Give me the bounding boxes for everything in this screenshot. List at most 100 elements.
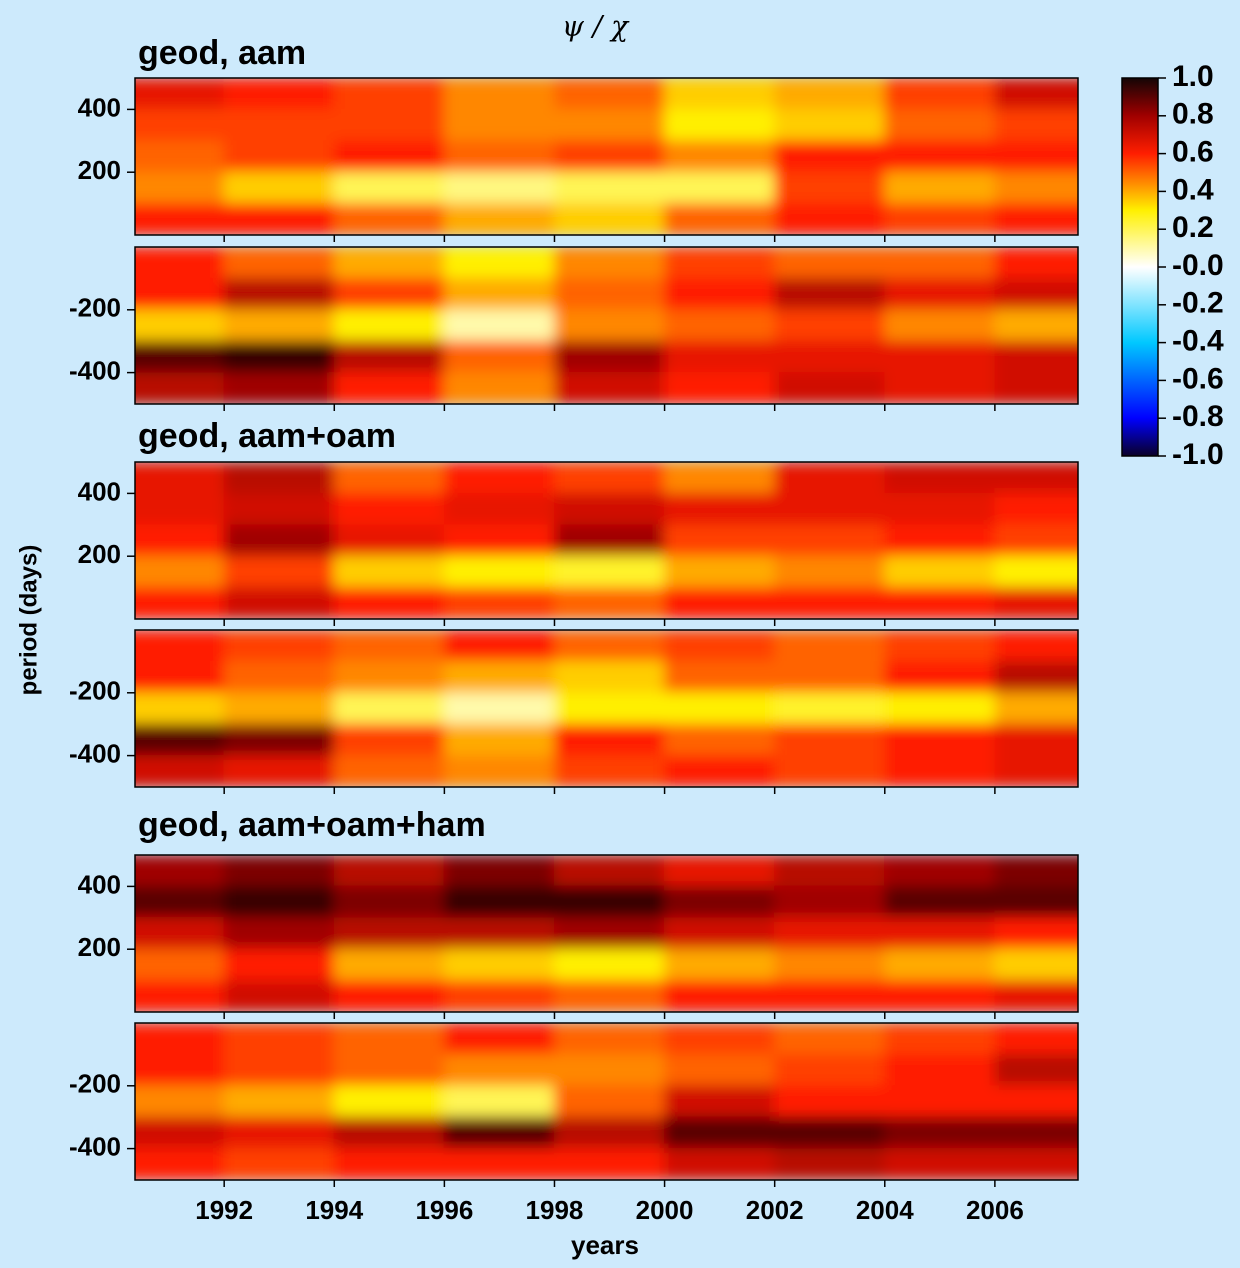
heatmap-cell <box>664 108 776 142</box>
heatmap-cell <box>223 1053 335 1087</box>
heatmap-cell <box>443 1053 555 1087</box>
colorbar-tick-label: 0.8 <box>1172 98 1214 131</box>
heatmap-cell <box>994 492 1078 526</box>
y-tick-label: 200 <box>78 932 121 962</box>
heatmap-cell <box>135 247 225 279</box>
heatmap-cells <box>135 78 1078 235</box>
x-tick-label: 1994 <box>305 1195 363 1225</box>
y-tick-label: -200 <box>69 293 121 323</box>
x-tick-label: 2000 <box>636 1195 694 1225</box>
heatmap-cells <box>135 630 1078 787</box>
heatmap-cell <box>774 1085 886 1118</box>
heatmap-cell <box>664 372 776 404</box>
heatmap-cell <box>135 1053 225 1087</box>
heatmap-cell <box>223 78 335 110</box>
heatmap-cell <box>135 980 225 1012</box>
heatmap-cell <box>223 948 335 982</box>
heatmap-cell <box>333 1023 445 1055</box>
heatmap-cell <box>994 340 1078 374</box>
heatmap-cell <box>884 723 996 757</box>
heatmap-cell <box>135 203 225 235</box>
heatmap-cell <box>994 171 1078 205</box>
heatmap-cell <box>333 108 445 142</box>
heatmap-cell <box>994 660 1078 694</box>
heatmap-cell <box>884 340 996 374</box>
heatmap-cell <box>664 692 776 725</box>
x-tick-label: 1992 <box>195 1195 253 1225</box>
heatmap-cell <box>443 1023 555 1055</box>
colorbar-tick-label: -0.4 <box>1172 325 1224 358</box>
colorbar-tick-label: 0.4 <box>1172 173 1214 206</box>
heatmap-cell <box>223 140 335 173</box>
heatmap-cell <box>884 885 996 919</box>
heatmap-cell <box>553 247 666 279</box>
heatmap-cell <box>553 277 666 311</box>
heatmap-cell <box>135 948 225 982</box>
heatmap-cell <box>884 1053 996 1087</box>
heatmap-cell <box>135 171 225 205</box>
heatmap-cell <box>774 917 886 950</box>
heatmap-cell <box>774 692 886 725</box>
heatmap-cell <box>884 755 996 787</box>
heatmap-cell <box>333 587 445 619</box>
heatmap-cell <box>774 277 886 311</box>
heatmap-cell <box>553 171 666 205</box>
heatmap-cell <box>223 203 335 235</box>
heatmap-cell <box>994 917 1078 950</box>
heatmap-cell <box>774 948 886 982</box>
heatmap <box>135 1023 1078 1180</box>
heatmap-cell <box>664 78 776 110</box>
heatmap-cell <box>223 980 335 1012</box>
colorbar-tick-label: -0.0 <box>1172 249 1224 282</box>
heatmap-cell <box>994 1053 1078 1087</box>
heatmap-cell <box>774 660 886 694</box>
heatmap-cell <box>553 340 666 374</box>
heatmap-cell <box>443 980 555 1012</box>
heatmap-cell <box>994 247 1078 279</box>
heatmap <box>135 247 1078 404</box>
heatmap-cell <box>223 855 335 887</box>
heatmap-cells <box>135 247 1078 404</box>
heatmap-cell <box>223 692 335 725</box>
heatmap-cell <box>135 755 225 787</box>
heatmap-cell <box>333 885 445 919</box>
heatmap-cell <box>994 692 1078 725</box>
heatmap-cell <box>994 1148 1078 1180</box>
heatmap-cell <box>884 78 996 110</box>
heatmap-cell <box>333 630 445 662</box>
heatmap-cell <box>664 140 776 173</box>
heatmap-cell <box>884 660 996 694</box>
heatmap-cell <box>994 108 1078 142</box>
colorbar-tick-label: 0.2 <box>1172 211 1214 244</box>
heatmap-cell <box>223 247 335 279</box>
heatmap-cell <box>223 108 335 142</box>
heatmap-cells <box>135 1023 1078 1180</box>
heatmap-cell <box>223 587 335 619</box>
heatmap-cell <box>664 660 776 694</box>
heatmap-cell <box>994 885 1078 919</box>
heatmap-cell <box>774 247 886 279</box>
heatmap-cell <box>443 140 555 173</box>
heatmap-cell <box>333 171 445 205</box>
heatmap-cell <box>994 1116 1078 1150</box>
heatmap-cell <box>553 1085 666 1118</box>
heatmap-cell <box>553 555 666 589</box>
heatmap-cell <box>135 855 225 887</box>
heatmap-cell <box>553 108 666 142</box>
heatmap-cell <box>774 492 886 526</box>
colorbar-tick-label: -1.0 <box>1172 438 1224 471</box>
heatmap-cell <box>135 492 225 526</box>
heatmap-cell <box>884 247 996 279</box>
heatmap-cell <box>553 1148 666 1180</box>
heatmap-cells <box>135 855 1078 1012</box>
heatmap-cell <box>664 948 776 982</box>
heatmap-cell <box>443 203 555 235</box>
chart-title: geod, aam <box>138 34 306 72</box>
heatmap-cell <box>664 755 776 787</box>
x-tick-label: 2004 <box>856 1195 914 1225</box>
heatmap-cell <box>553 462 666 494</box>
panel-frame <box>134 461 1079 620</box>
heatmap-cell <box>884 171 996 205</box>
heatmap-cell <box>774 855 886 887</box>
heatmap-cell <box>333 309 445 342</box>
